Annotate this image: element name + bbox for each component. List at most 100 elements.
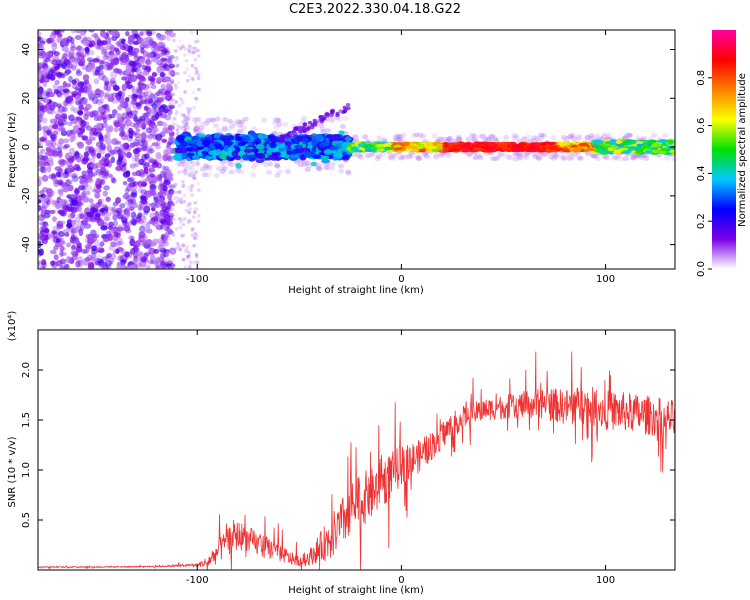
- spectrogram-cell: [462, 145, 471, 150]
- spectrogram-cell: [149, 173, 156, 178]
- spectrogram-cell: [184, 172, 188, 176]
- spectrogram-cell: [135, 128, 141, 133]
- spectrogram-cell: [94, 192, 101, 199]
- spectrogram-cell: [117, 240, 124, 245]
- spectrogram-cell: [125, 171, 131, 177]
- spectrogram-cell: [629, 146, 636, 150]
- spectrogram-cell: [194, 170, 199, 174]
- spectrogram-cell: [46, 73, 52, 80]
- spectrogram-cell: [235, 169, 242, 174]
- spectrogram-cell: [431, 133, 438, 139]
- spectrogram-cell: [170, 63, 175, 67]
- colorbar-label: Normalized spectral amplitude: [737, 73, 748, 227]
- spectrogram-cell: [370, 148, 377, 152]
- spectrogram-cell: [171, 92, 176, 97]
- spectrogram-cell: [316, 164, 322, 170]
- spectrogram-cell: [186, 139, 196, 144]
- spectrogram-cell: [186, 112, 191, 117]
- spectrogram-cell: [130, 247, 136, 255]
- spectrogram-cell: [149, 254, 156, 262]
- spectrogram-cell: [182, 113, 186, 118]
- spectrogram-cell: [104, 92, 110, 98]
- spectrogram-cell: [184, 125, 191, 131]
- spectrogram-cell: [153, 260, 159, 266]
- spectrogram-cell: [651, 143, 662, 148]
- spectrogram-cell: [177, 190, 181, 194]
- spectrogram-cell: [78, 228, 84, 237]
- spectrogram-cell: [38, 73, 42, 81]
- spectrogram-cell: [168, 148, 172, 153]
- snr-x-axis-label: Height of straight line (km): [288, 585, 424, 596]
- spectrogram-cell: [129, 131, 138, 136]
- spectrogram-cell: [115, 50, 121, 56]
- spectrogram-cell: [183, 216, 187, 221]
- spectrogram-cell: [412, 148, 420, 153]
- spectrogram-cell: [54, 30, 61, 35]
- spectrogram-cell: [577, 155, 584, 161]
- spectrogram-cell: [507, 154, 514, 160]
- spectrogram-cell: [72, 107, 80, 114]
- spectrogram-cell: [166, 37, 171, 41]
- spectrogram-cell: [60, 211, 66, 216]
- spectrogram-cell: [193, 201, 197, 205]
- spectrogram-cell: [118, 70, 124, 76]
- spectrogram-cell: [120, 212, 125, 218]
- spectrogram-cell: [281, 135, 287, 139]
- spectrogram-cell: [101, 105, 107, 110]
- spectrogram-cell: [106, 230, 112, 236]
- spectrogram-cell: [95, 88, 101, 93]
- spectrogram-cell: [40, 96, 46, 102]
- spectrogram-cell: [144, 192, 150, 198]
- spectrogram-cell: [638, 155, 645, 160]
- spectrogram-cell: [325, 112, 330, 117]
- spectrogram-cell: [191, 77, 195, 82]
- spectrogram-cell: [151, 162, 159, 169]
- spectrogram-cell: [194, 254, 199, 259]
- spectrogram-cell: [38, 114, 43, 123]
- y-tick-label: 40: [21, 43, 32, 56]
- spectrogram-cell: [88, 198, 94, 204]
- spectrogram-cell: [95, 168, 104, 176]
- spectrogram-cell: [284, 169, 291, 174]
- spectrogram-cell: [115, 165, 123, 172]
- x-tick-label: 100: [596, 274, 615, 285]
- spectrogram-cell: [62, 81, 68, 88]
- spectrogram-cell: [163, 50, 171, 56]
- spectrogram-cell: [111, 32, 119, 38]
- spectrogram-cell: [198, 125, 205, 131]
- spectrogram-cell: [135, 119, 142, 125]
- spectrogram-cell: [42, 166, 48, 174]
- spectrogram-cell: [491, 156, 498, 162]
- spectrogram-cell: [108, 50, 115, 56]
- spectrogram-cell: [156, 238, 164, 245]
- spectrogram-cell: [51, 30, 58, 36]
- spectrogram-cell: [194, 66, 198, 71]
- spectrogram-cell: [113, 231, 119, 238]
- spectrogram-cell: [77, 256, 84, 263]
- spectrogram-cell: [41, 258, 47, 265]
- spectrogram-cell: [181, 257, 186, 262]
- spectrogram-cell: [540, 142, 547, 147]
- spectrogram-cell: [88, 43, 94, 48]
- spectrogram-cell: [237, 141, 246, 147]
- spectrogram-cell: [664, 155, 671, 161]
- spectrogram-cell: [110, 252, 117, 260]
- spectrogram-cell: [375, 148, 386, 152]
- spectrogram-cell: [477, 133, 484, 139]
- spectrogram-cell: [174, 100, 179, 104]
- spectrogram-cell: [49, 33, 57, 40]
- spectrogram-cell: [60, 240, 66, 245]
- spectrogram-cell: [171, 257, 175, 262]
- spectrogram-cell: [121, 83, 127, 92]
- spectrogram-cell: [138, 186, 143, 193]
- spectrogram-cell: [146, 83, 152, 89]
- spectrogram-cell: [269, 141, 277, 149]
- spectrogram-cell: [137, 204, 143, 211]
- spectrogram-cell: [405, 154, 412, 159]
- spectrogram-cell: [80, 219, 89, 226]
- spectrogram-cell: [317, 122, 324, 128]
- spectrogram-cell: [190, 228, 194, 233]
- spectrogram-cell: [185, 122, 189, 126]
- spectrogram-cell: [96, 39, 104, 47]
- spectrogram-cell: [136, 88, 143, 95]
